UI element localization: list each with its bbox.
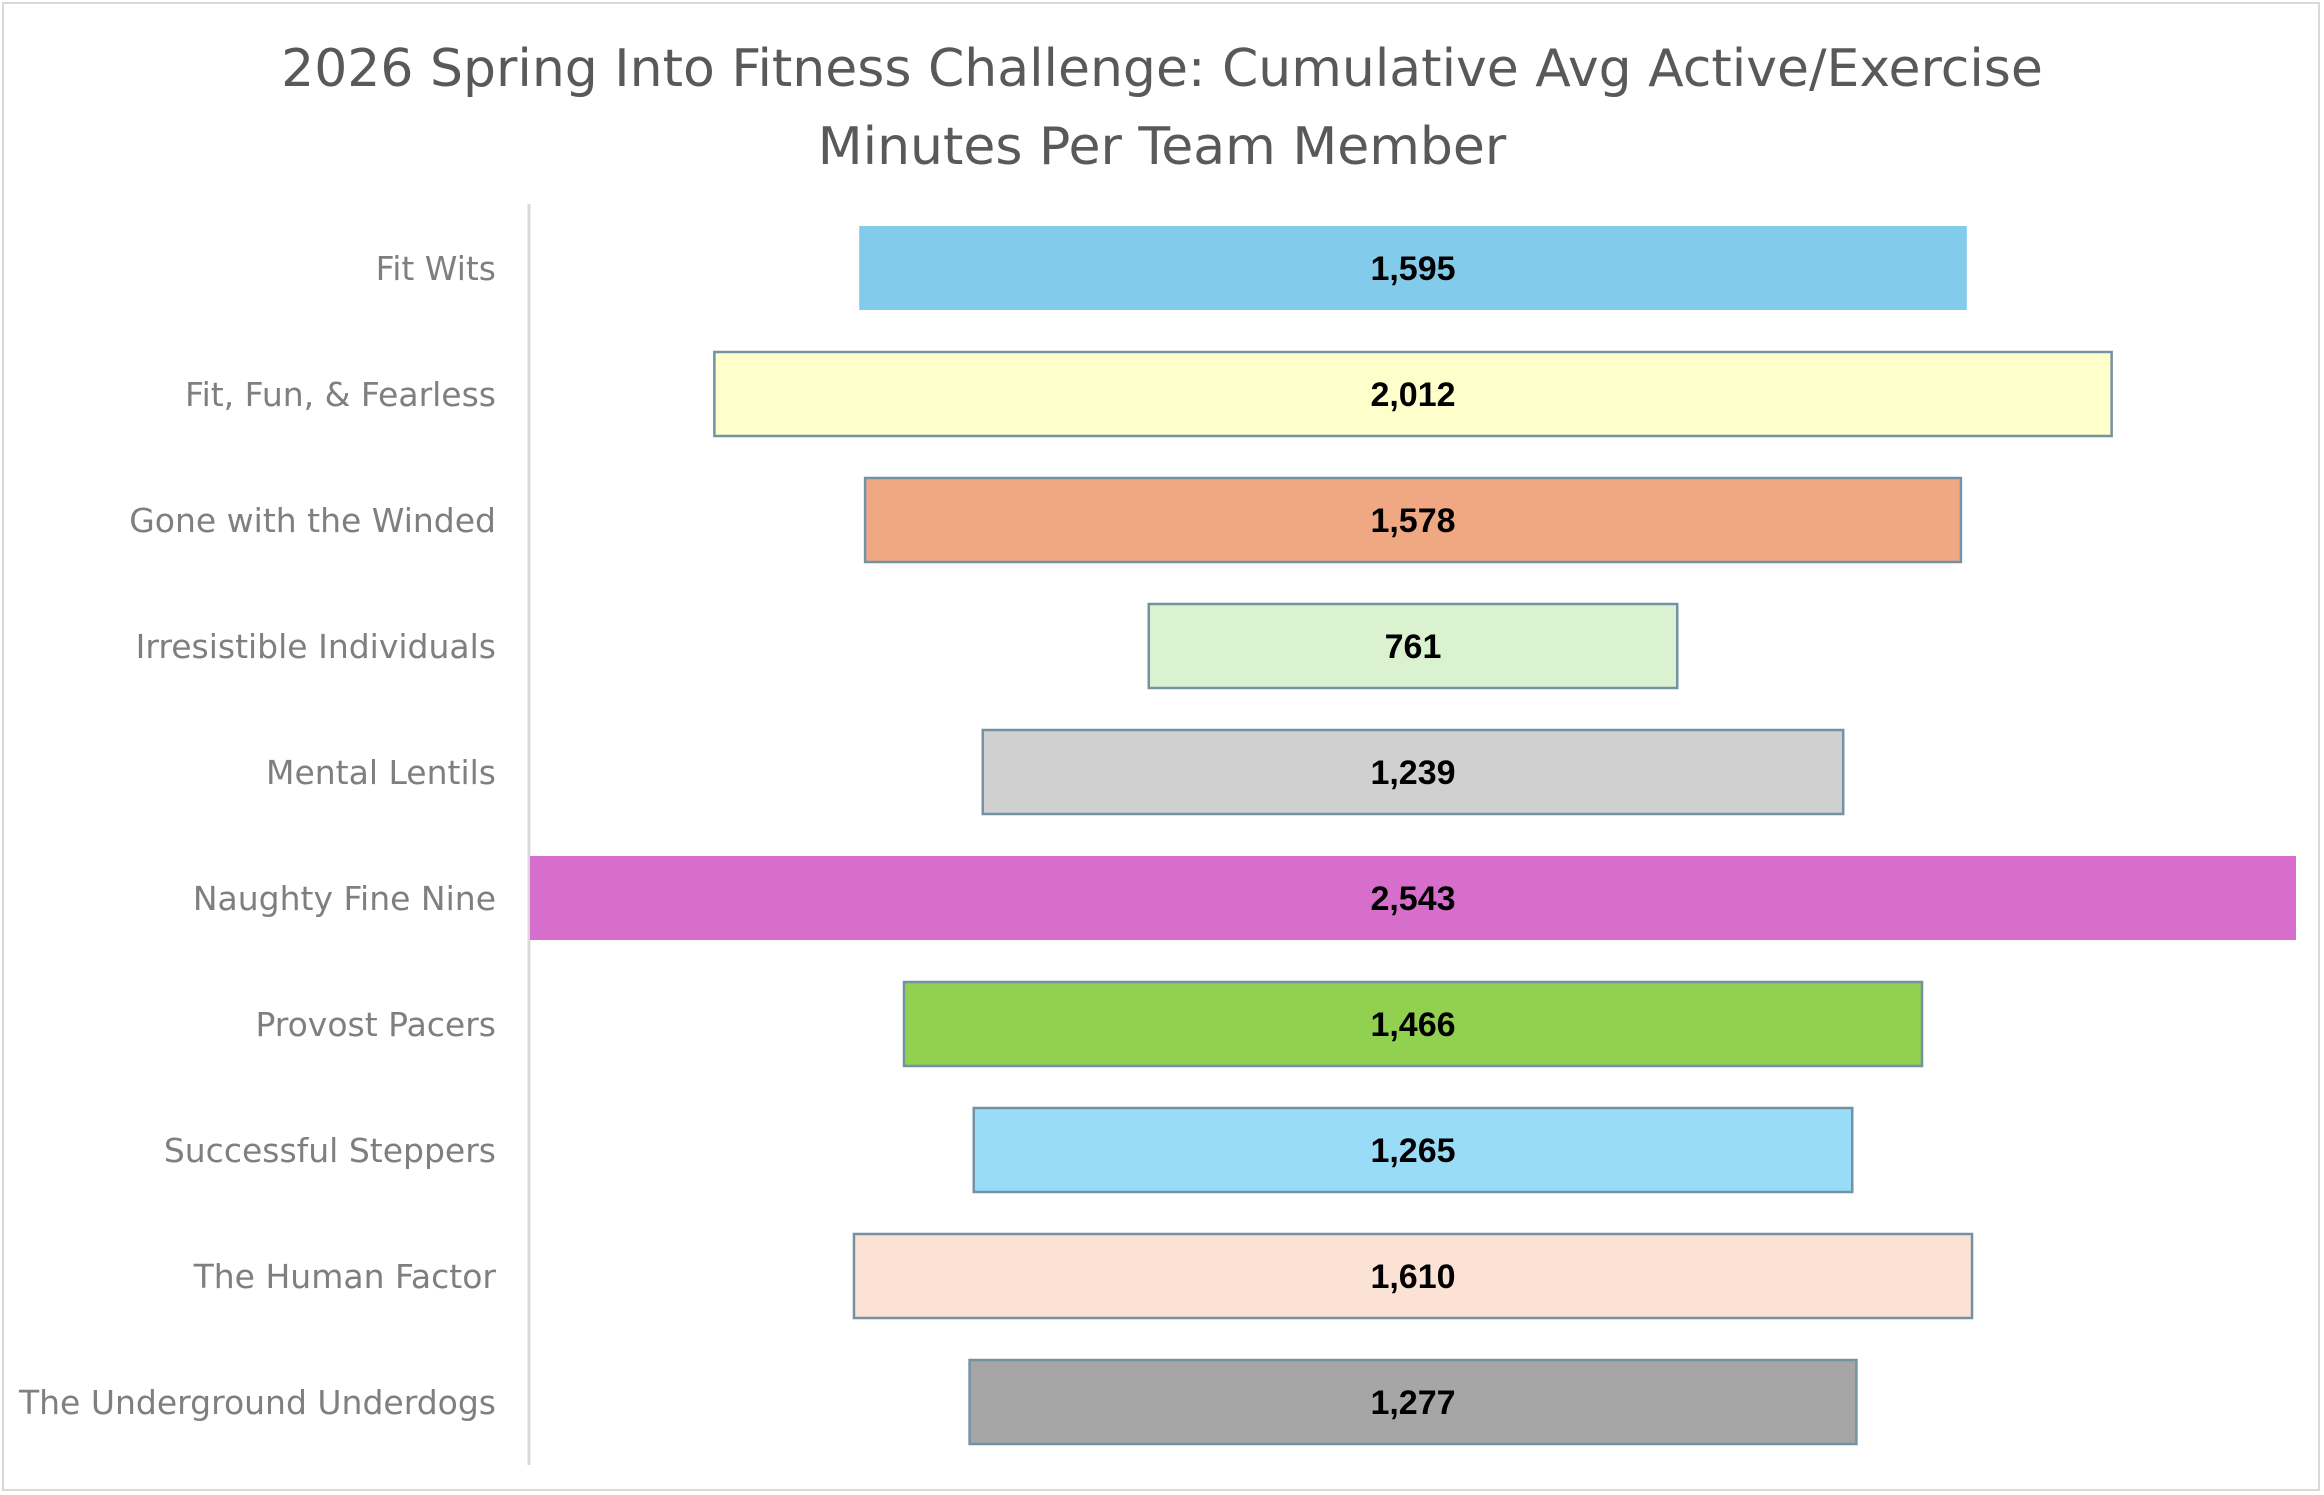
category-label-the-underground-underdogs: The Underground Underdogs — [18, 1383, 496, 1422]
value-label-the-human-factor: 1,610 — [1370, 1258, 1455, 1296]
value-label-provost-pacers: 1,466 — [1370, 1006, 1455, 1044]
bar-fit-fun-fearless — [713, 350, 2113, 438]
category-label-successful-steppers: Successful Steppers — [164, 1131, 496, 1170]
value-label-successful-steppers: 1,265 — [1370, 1132, 1455, 1170]
chart-title: 2026 Spring Into Fitness Challenge: Cumu… — [0, 30, 2324, 186]
bar-mental-lentils — [981, 728, 1845, 816]
value-label-gone-with-the-winded: 1,578 — [1370, 502, 1455, 540]
value-label-fit-wits: 1,595 — [1370, 250, 1455, 288]
category-label-gone-with-the-winded: Gone with the Winded — [129, 501, 496, 540]
category-label-fit-wits: Fit Wits — [376, 249, 496, 288]
value-label-irresistible-individuals: 761 — [1385, 628, 1442, 666]
bar-series: 1,595 Fit Wits 2,012 Fit, Fun, & Fearless 1,… — [18, 226, 2296, 1446]
value-label-mental-lentils: 1,239 — [1370, 754, 1455, 792]
bar-naughty-fine-nine — [530, 856, 2296, 940]
category-label-fit-fun-fearless: Fit, Fun, & Fearless — [185, 375, 496, 414]
value-label-naughty-fine-nine: 2,543 — [1370, 880, 1455, 918]
bar-fit-wits — [859, 226, 1967, 310]
category-label-the-human-factor: The Human Factor — [193, 1257, 497, 1296]
category-label-irresistible-individuals: Irresistible Individuals — [136, 627, 496, 666]
bar-irresistible-individuals — [1147, 602, 1679, 690]
category-label-mental-lentils: Mental Lentils — [266, 753, 496, 792]
value-label-the-underground-underdogs: 1,277 — [1370, 1384, 1455, 1422]
category-label-naughty-fine-nine: Naughty Fine Nine — [193, 879, 496, 918]
chart-title-line-2: Minutes Per Team Member — [817, 117, 1507, 177]
bar-successful-steppers — [972, 1106, 1854, 1194]
bar-gone-with-the-winded — [863, 476, 1963, 564]
bar-the-underground-underdogs — [968, 1358, 1858, 1446]
chart-title-line-1: 2026 Spring Into Fitness Challenge: Cumu… — [281, 39, 2043, 99]
bar-the-human-factor — [852, 1232, 1974, 1320]
category-label-provost-pacers: Provost Pacers — [255, 1005, 496, 1044]
value-label-fit-fun-fearless: 2,012 — [1370, 376, 1455, 414]
bar-provost-pacers — [902, 980, 1924, 1068]
